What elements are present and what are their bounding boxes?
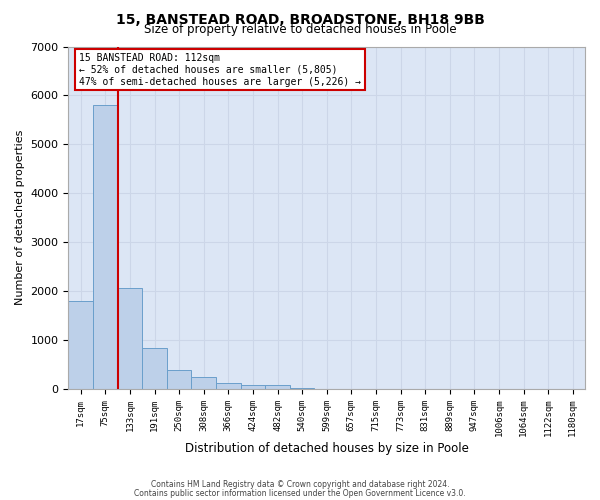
Text: Contains public sector information licensed under the Open Government Licence v3: Contains public sector information licen… bbox=[134, 488, 466, 498]
Bar bbox=[290, 388, 314, 389]
Bar bbox=[68, 301, 93, 389]
Bar bbox=[142, 348, 167, 389]
Text: 15, BANSTEAD ROAD, BROADSTONE, BH18 9BB: 15, BANSTEAD ROAD, BROADSTONE, BH18 9BB bbox=[116, 12, 484, 26]
Text: 15 BANSTEAD ROAD: 112sqm
← 52% of detached houses are smaller (5,805)
47% of sem: 15 BANSTEAD ROAD: 112sqm ← 52% of detach… bbox=[79, 54, 361, 86]
Text: Size of property relative to detached houses in Poole: Size of property relative to detached ho… bbox=[143, 22, 457, 36]
Bar bbox=[216, 382, 241, 389]
Bar bbox=[265, 384, 290, 389]
X-axis label: Distribution of detached houses by size in Poole: Distribution of detached houses by size … bbox=[185, 442, 469, 455]
Bar bbox=[241, 384, 265, 389]
Bar bbox=[93, 105, 118, 389]
Bar bbox=[191, 378, 216, 389]
Y-axis label: Number of detached properties: Number of detached properties bbox=[15, 130, 25, 306]
Text: Contains HM Land Registry data © Crown copyright and database right 2024.: Contains HM Land Registry data © Crown c… bbox=[151, 480, 449, 489]
Bar bbox=[167, 370, 191, 389]
Bar bbox=[118, 288, 142, 389]
